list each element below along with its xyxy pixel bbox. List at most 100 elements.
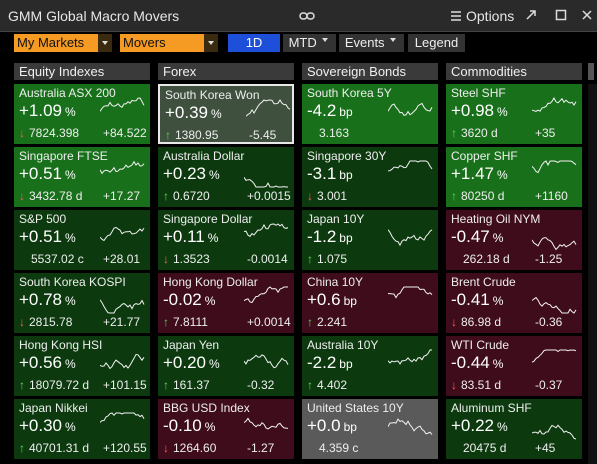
- direction-arrow: ↓: [163, 252, 169, 266]
- instrument-name: China 10Y: [307, 275, 364, 289]
- mover-tile[interactable]: Steel SHF +0.98% ↑ 3620 d +35: [446, 84, 582, 144]
- mover-tile[interactable]: S&P 500 +0.51% 5537.02 c +28.01: [14, 210, 150, 270]
- link-icon[interactable]: [299, 10, 315, 22]
- mover-tile[interactable]: Singapore 30Y -3.1 bp ↓ 3.001: [302, 147, 438, 207]
- maximize-icon[interactable]: [555, 9, 567, 21]
- sparkline-path: [388, 349, 432, 365]
- level-row: ↓ 1264.60: [163, 441, 216, 455]
- mover-tile[interactable]: Australia ASX 200 +1.09% ↓ 7824.398 +84.522: [14, 84, 150, 144]
- mover-tile[interactable]: South Korea 5Y -4.2 bp 3.163: [302, 84, 438, 144]
- mover-tile[interactable]: Copper SHF +1.47% ↑ 80250 d +1160: [446, 147, 582, 207]
- menu-icon[interactable]: [450, 10, 462, 22]
- instrument-name: Australia 10Y: [307, 338, 379, 352]
- instrument-name: Japan Nikkei: [19, 401, 88, 415]
- mover-tile[interactable]: Australia Dollar +0.23% ↑ 0.6720 +0.0015: [158, 147, 294, 207]
- popout-icon[interactable]: [525, 9, 537, 21]
- change-value: -0.41: [451, 290, 490, 309]
- level-row: 3.163: [307, 126, 349, 140]
- net-change: +35: [535, 126, 556, 140]
- mover-tile[interactable]: Japan Yen +0.20% ↑ 161.37 -0.32: [158, 336, 294, 396]
- sparkline-path: [388, 160, 433, 172]
- net-change: +0.0014: [247, 315, 291, 329]
- level-row: ↑ 40701.31 d: [19, 441, 89, 455]
- mover-tile[interactable]: Hong Kong HSI +0.56% ↑ 18079.72 d +101.15: [14, 336, 150, 396]
- change-value: +0.78: [19, 290, 63, 309]
- mover-tile[interactable]: Heating Oil NYM -0.47% 262.18 d -1.25: [446, 210, 582, 270]
- last-price: 3432.78 d: [29, 189, 83, 203]
- sparkline: [388, 418, 433, 435]
- net-change: +1160: [535, 189, 568, 203]
- direction-arrow: ↑: [165, 128, 171, 142]
- mover-tile[interactable]: United States 10Y +0.0 bp 4.359 c: [302, 399, 438, 459]
- close-icon[interactable]: [581, 9, 593, 21]
- mover-tile[interactable]: BBG USD Index -0.10% ↓ 1264.60 -1.27: [158, 399, 294, 459]
- events-dropdown[interactable]: Events: [339, 34, 404, 52]
- mover-tile[interactable]: South Korea Won +0.39% ↑ 1380.95 -5.45: [158, 84, 294, 144]
- instrument-name: Singapore Dollar: [163, 212, 253, 226]
- sparkline: [388, 349, 432, 365]
- last-price: 20475 d: [463, 441, 507, 455]
- direction-arrow: ↑: [163, 315, 169, 329]
- level-row: ↓ 2815.78: [19, 315, 72, 329]
- direction-arrow: ↓: [19, 189, 25, 203]
- mover-tile[interactable]: Singapore FTSE +0.51% ↓ 3432.78 d +17.27: [14, 147, 150, 207]
- last-price: 161.37: [173, 378, 210, 392]
- column-header: Equity Indexes: [14, 63, 150, 80]
- change-row: -0.47%: [451, 227, 503, 247]
- net-change: -0.0014: [247, 252, 288, 266]
- change-value: +0.39: [165, 103, 209, 122]
- mover-tile[interactable]: Aluminum SHF +0.22% 20475 d +45: [446, 399, 582, 459]
- change-row: +1.47%: [451, 164, 508, 184]
- events-label: Events: [344, 35, 385, 50]
- direction-arrow: ↓: [163, 441, 169, 455]
- change-unit: %: [65, 105, 76, 119]
- mover-tile[interactable]: WTI Crude -0.44% ↓ 83.51 d -0.37: [446, 336, 582, 396]
- instrument-name: Heating Oil NYM: [451, 212, 541, 226]
- last-price: 0.6720: [173, 189, 210, 203]
- range-dropdown[interactable]: MTD: [283, 34, 336, 52]
- options-menu[interactable]: Options: [466, 8, 515, 24]
- mover-tile[interactable]: Singapore Dollar +0.11% ↓ 1.3523 -0.0014: [158, 210, 294, 270]
- view-dropdown[interactable]: Movers: [120, 34, 218, 52]
- mover-tile[interactable]: Japan Nikkei +0.30% ↑ 40701.31 d +120.55: [14, 399, 150, 459]
- change-unit: %: [207, 231, 219, 245]
- change-unit: %: [497, 168, 508, 182]
- level-row: ↑ 3620 d: [451, 126, 498, 140]
- sparkline: [532, 96, 577, 112]
- sparkline: [388, 286, 433, 299]
- scrollbar[interactable]: [588, 84, 597, 464]
- last-price: 1.075: [317, 252, 348, 266]
- change-value: +0.0: [307, 416, 341, 435]
- mover-tile[interactable]: China 10Y +0.6 bp ↑ 2.241: [302, 273, 438, 333]
- markets-dropdown[interactable]: My Markets: [14, 34, 112, 52]
- mover-tile[interactable]: Brent Crude -0.41% ↓ 86.98 d -0.36: [446, 273, 582, 333]
- last-price: 3620 d: [461, 126, 498, 140]
- title-bar: GMM Global Macro Movers Options: [0, 0, 597, 32]
- instrument-name: Japan 10Y: [307, 212, 365, 226]
- change-value: +1.47: [451, 164, 495, 183]
- last-price: 18079.72 d: [29, 378, 90, 392]
- change-row: -4.2 bp: [307, 101, 353, 121]
- change-row: -3.1 bp: [307, 164, 353, 184]
- sparkline: [100, 412, 145, 423]
- last-price: 1380.95: [175, 128, 219, 142]
- period-button[interactable]: 1D: [228, 34, 280, 52]
- change-unit: bp: [343, 420, 357, 434]
- mover-tile[interactable]: Japan 10Y -1.2 bp ↑ 1.075: [302, 210, 438, 270]
- sparkline-path: [246, 99, 291, 117]
- legend-button[interactable]: Legend: [408, 34, 465, 52]
- change-row: +0.11%: [163, 227, 218, 247]
- level-row: ↓ 7824.398: [19, 126, 79, 140]
- mover-tile[interactable]: South Korea KOSPI +0.78% ↓ 2815.78 +21.77: [14, 273, 150, 333]
- instrument-name: South Korea 5Y: [307, 86, 392, 100]
- sparkline-path: [100, 226, 145, 242]
- direction-arrow: ↓: [451, 315, 457, 329]
- sparkline-path: [532, 160, 577, 174]
- level-row: ↓ 1.3523: [163, 252, 210, 266]
- mover-tile[interactable]: Hong Kong Dollar -0.02% ↑ 7.8111 +0.0014: [158, 273, 294, 333]
- last-price: 4.359 c: [319, 441, 359, 455]
- last-price: 7824.398: [29, 126, 80, 140]
- mover-tile[interactable]: Australia 10Y -2.2 bp ↑ 4.402: [302, 336, 438, 396]
- level-row: 4.359 c: [307, 441, 358, 455]
